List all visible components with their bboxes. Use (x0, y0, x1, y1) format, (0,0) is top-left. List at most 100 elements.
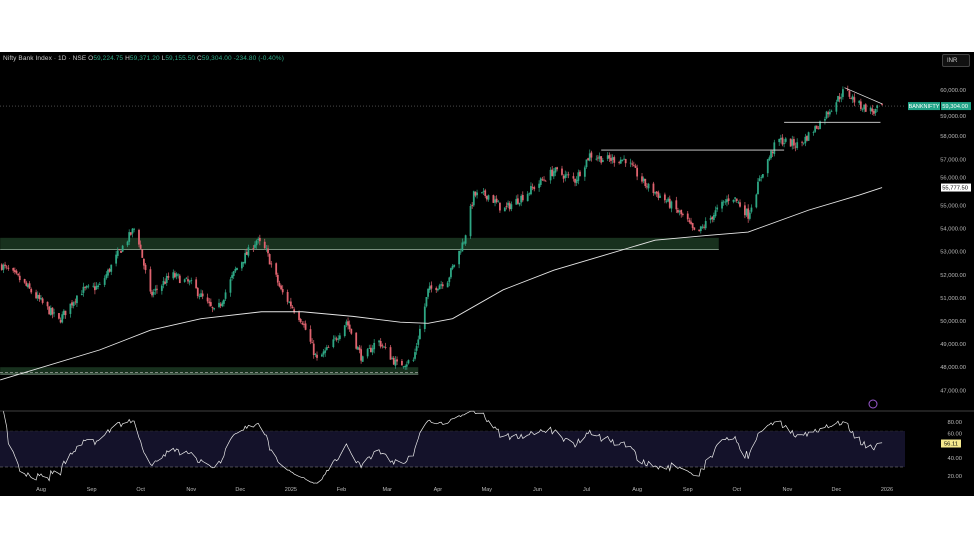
candle-body (830, 110, 833, 112)
candle-body (343, 325, 346, 337)
candle-body (417, 339, 420, 345)
candle-body (156, 288, 158, 290)
candle-body (404, 365, 407, 368)
candle (103, 275, 106, 288)
candle (4, 261, 6, 269)
candle (463, 240, 465, 245)
candle-body (598, 156, 601, 159)
candle-body (35, 292, 38, 299)
open-label: O (88, 55, 94, 62)
symbol-title[interactable]: Nifty Bank Index · 1D · NSE (3, 55, 87, 62)
candle (162, 276, 165, 289)
candle (25, 280, 28, 287)
support-zone (0, 367, 419, 375)
currency-button[interactable]: INR (942, 54, 970, 67)
candle-body (864, 104, 867, 112)
candle (384, 342, 387, 350)
time-tick-label: Jun (533, 487, 542, 493)
candle (549, 167, 552, 184)
time-tick-label: Mar (382, 487, 392, 493)
candle-body (698, 229, 701, 232)
chart-canvas[interactable]: 47,000.00 48,000.00 49,000.00 50,000.00 51,0… (0, 52, 974, 496)
moving-average-line (0, 187, 883, 381)
candle-body (59, 320, 62, 323)
candle (151, 289, 153, 298)
candle-body (453, 264, 456, 267)
candle (309, 325, 312, 345)
candle-body (619, 159, 622, 164)
candle (755, 193, 758, 209)
candle-body (552, 171, 555, 177)
candle-body (332, 339, 335, 348)
candle (221, 300, 224, 308)
candle-body (556, 167, 558, 170)
candle (858, 100, 861, 105)
candle-body (370, 347, 372, 353)
time-tick-label: Oct (732, 487, 741, 493)
candle (791, 135, 794, 150)
candle-body (577, 172, 580, 181)
candle-body (97, 285, 100, 287)
candle-body (464, 235, 467, 244)
candle (245, 248, 248, 255)
candle (515, 195, 518, 205)
candle (332, 335, 335, 349)
candle (495, 195, 498, 204)
candle (853, 93, 856, 107)
candle (118, 249, 121, 251)
candle (561, 165, 563, 176)
candle-body (425, 296, 428, 307)
candle-body (288, 301, 291, 303)
candle-body (149, 269, 152, 292)
ma-value-label-bg (941, 183, 971, 192)
candle-body (554, 167, 557, 173)
candle (859, 98, 862, 111)
candle-body (732, 199, 735, 202)
candle (840, 93, 843, 103)
candle (703, 224, 705, 230)
candle (28, 281, 31, 290)
candle (761, 173, 764, 179)
candle (824, 116, 826, 125)
last-price-label-bg (941, 102, 971, 111)
candle-body (735, 198, 738, 202)
candle (446, 280, 449, 288)
candle (276, 272, 279, 286)
candle (739, 199, 741, 208)
candle-body (726, 199, 728, 203)
candle (299, 317, 302, 324)
candle-body (428, 286, 431, 291)
candle (458, 250, 461, 269)
candle (869, 106, 872, 115)
candle (348, 320, 351, 332)
candle-body (242, 261, 245, 264)
candle (864, 103, 867, 112)
candle-body (871, 108, 874, 112)
candle (621, 159, 624, 162)
candle (13, 267, 16, 275)
candle-body (446, 282, 449, 288)
candle-body (528, 192, 531, 194)
candle (177, 273, 180, 279)
candle-body (677, 209, 679, 213)
candle-body (704, 221, 707, 229)
candle-body (322, 351, 325, 355)
candle (93, 282, 96, 295)
candle (619, 156, 622, 164)
candle (677, 207, 679, 214)
chart-area[interactable]: 47,000.00 48,000.00 49,000.00 50,000.00 51,0… (0, 52, 974, 496)
candle (827, 110, 830, 118)
candle (714, 206, 717, 218)
candle (727, 194, 730, 205)
candle-body (463, 242, 465, 244)
candle-body (779, 138, 782, 140)
candle (812, 130, 815, 136)
candle (850, 96, 852, 100)
candle (105, 271, 108, 280)
candle-body (268, 254, 271, 265)
candle (758, 175, 761, 182)
candle (528, 192, 531, 196)
candle-body (451, 265, 454, 269)
candle-body (492, 195, 495, 203)
candle (324, 347, 327, 357)
